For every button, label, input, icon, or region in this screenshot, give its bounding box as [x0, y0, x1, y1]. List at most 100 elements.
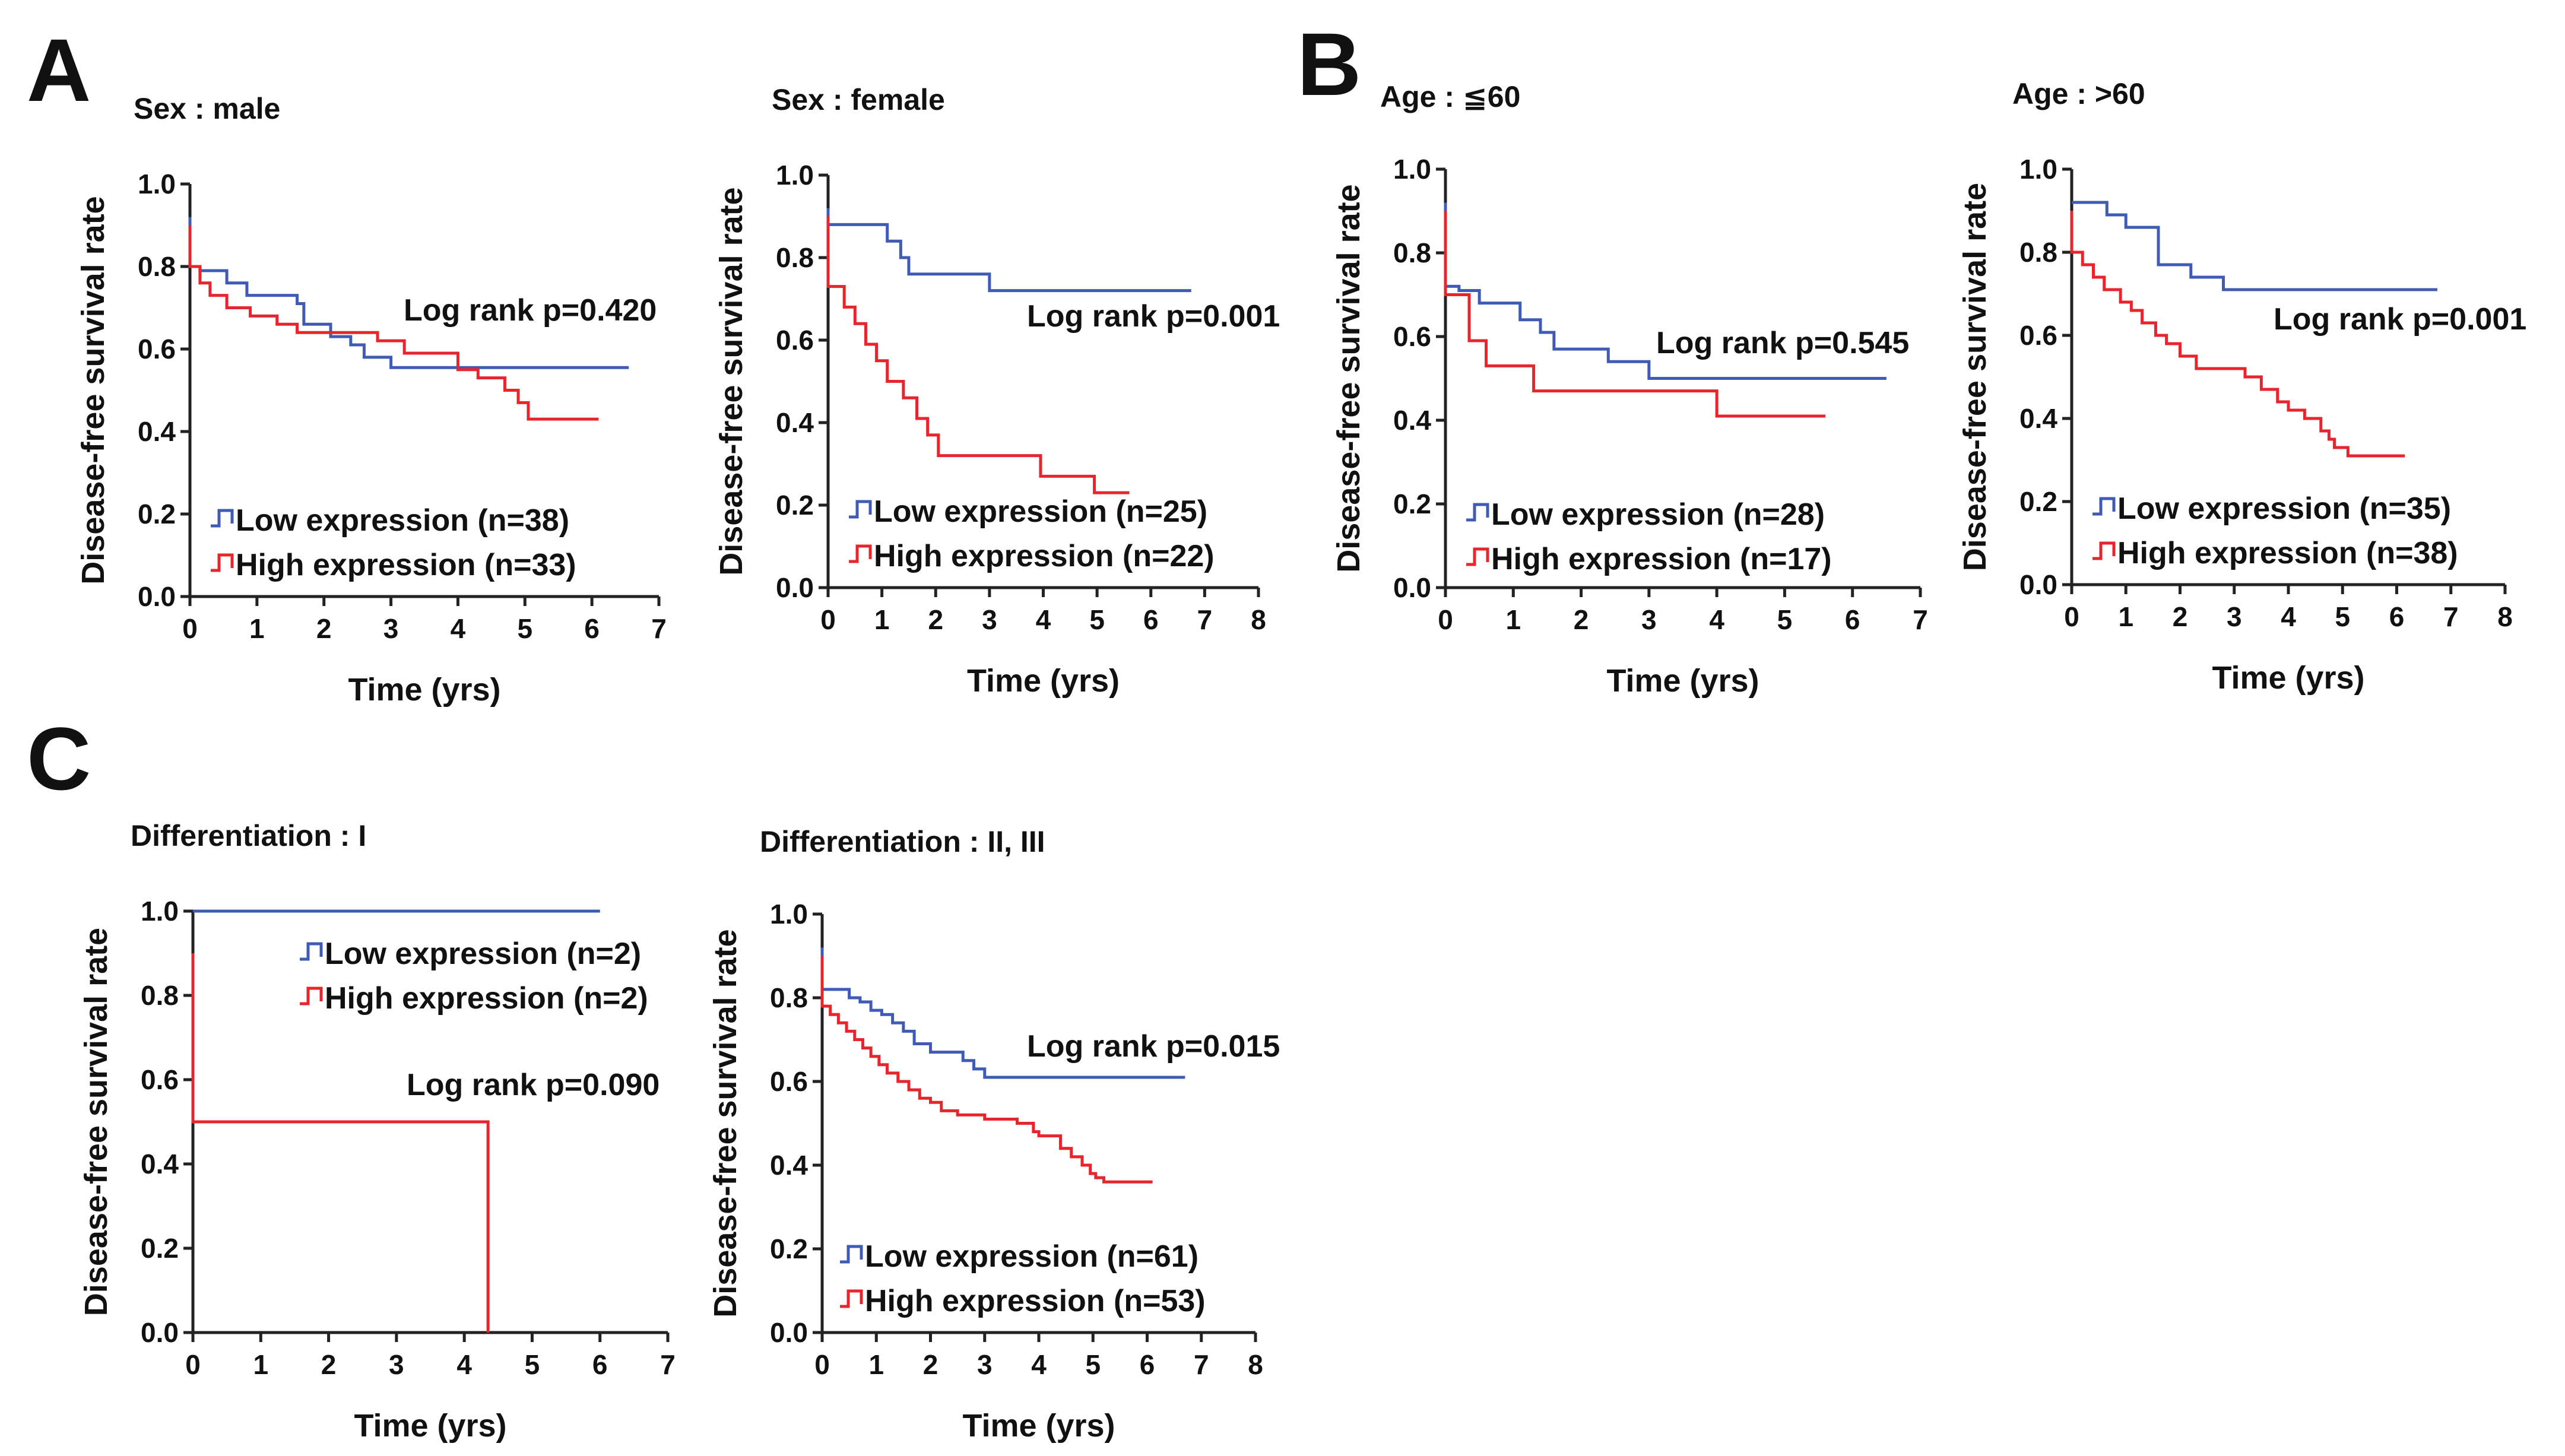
x-axis-title: Time (yrs) [348, 672, 500, 708]
x-tick-label: 7 [1197, 604, 1213, 635]
x-tick-label: 6 [584, 613, 600, 644]
x-tick-label: 3 [2227, 601, 2242, 632]
y-tick-label: 0.8 [770, 982, 808, 1013]
x-tick-label: 6 [1845, 604, 1860, 635]
y-tick-label: 0.4 [770, 1150, 808, 1181]
low-legend-symbol [2092, 497, 2116, 516]
y-tick-label: 0.2 [770, 1233, 808, 1264]
x-tick-label: 0 [2064, 601, 2079, 632]
x-tick-label: 4 [1031, 1349, 1047, 1380]
x-tick-label: 3 [977, 1349, 993, 1380]
high-legend-label: High expression (n=17) [1491, 542, 1832, 576]
y-axis-title: Disease-free survival rate [78, 928, 114, 1316]
chart-title: Age : >60 [2012, 77, 2145, 110]
high-expression-curve [188, 225, 599, 421]
y-tick-label: 0.2 [2019, 486, 2057, 517]
km-plot-5: Differentiation : I 0 1 2 3 4 5 6 7 0.0 0.2 0.4 0.6 0… [78, 819, 676, 1444]
x-tick-label: 4 [1709, 604, 1724, 635]
x-tick-label: 4 [451, 613, 466, 644]
x-tick-label: 6 [592, 1349, 608, 1380]
low-legend-label: Low expression (n=2) [325, 937, 641, 971]
y-tick-label: 0.4 [776, 407, 814, 438]
high-legend-symbol [840, 1289, 863, 1308]
panel-letter-b: B [1297, 14, 1361, 114]
km-plot-2: Sex : female 0 1 2 3 4 5 6 7 8 0.0 0.2 0.4 0.6 0.8 1.0 T… [714, 83, 1280, 699]
km-plot-3: Age : ≦60 0 1 2 3 4 5 6 7 0.0 0.2 0.4 0.6 0.8 1.0 Time … [1331, 80, 1928, 699]
x-tick-label: 8 [1248, 1349, 1263, 1380]
panel-letter-a: A [27, 20, 91, 120]
low-legend-symbol [211, 509, 234, 528]
y-tick-label: 0.4 [2019, 403, 2057, 434]
low-legend-label: Low expression (n=61) [865, 1239, 1199, 1274]
logrank-annotation: Log rank p=0.001 [1027, 299, 1280, 334]
x-tick-label: 6 [1140, 1349, 1155, 1380]
x-tick-label: 1 [1505, 604, 1521, 635]
x-tick-label: 1 [874, 604, 890, 635]
high-expression-curve [820, 956, 1153, 1184]
x-tick-label: 2 [316, 613, 332, 644]
high-expression-curve [1444, 211, 1825, 418]
y-axis-title: Disease-free survival rate [1331, 184, 1366, 572]
x-tick-label: 5 [2335, 601, 2350, 632]
high-legend-symbol [849, 544, 872, 563]
x-tick-label: 8 [2497, 601, 2513, 632]
low-legend-symbol [849, 500, 872, 519]
low-expression-curve [820, 947, 1185, 1079]
x-tick-label: 1 [868, 1349, 884, 1380]
logrank-annotation: Log rank p=0.420 [404, 293, 657, 328]
y-tick-label: 0.2 [1393, 488, 1431, 519]
x-tick-label: 7 [1194, 1349, 1209, 1380]
x-tick-label: 4 [1036, 604, 1051, 635]
y-tick-label: 0.2 [776, 490, 814, 521]
y-tick-label: 1.0 [776, 160, 814, 191]
y-tick-label: 0.0 [2019, 569, 2057, 600]
low-expression-curve [2072, 201, 2437, 291]
x-tick-label: 3 [1641, 604, 1657, 635]
chart-title: Differentiation : II, III [760, 825, 1045, 858]
high-legend-symbol [2092, 541, 2116, 560]
x-tick-label: 7 [2443, 601, 2459, 632]
y-tick-label: 0.8 [141, 980, 179, 1011]
y-tick-label: 0.0 [141, 1317, 179, 1348]
x-axis-title: Time (yrs) [967, 663, 1120, 699]
y-axis-title: Disease-free survival rate [75, 196, 111, 584]
high-legend-label: High expression (n=2) [325, 981, 648, 1016]
low-legend-label: Low expression (n=35) [2117, 491, 2451, 526]
x-tick-label: 1 [249, 613, 265, 644]
x-tick-label: 4 [2281, 601, 2296, 632]
x-tick-label: 6 [2389, 601, 2405, 632]
low-expression-curve [1444, 202, 1887, 380]
y-tick-label: 0.0 [770, 1317, 808, 1348]
x-tick-label: 6 [1143, 604, 1159, 635]
x-tick-label: 5 [517, 613, 532, 644]
x-tick-label: 2 [2173, 601, 2188, 632]
x-tick-label: 0 [182, 613, 198, 644]
x-tick-label: 5 [1085, 1349, 1101, 1380]
x-tick-label: 7 [660, 1349, 676, 1380]
high-legend-label: High expression (n=22) [874, 539, 1215, 573]
low-legend-label: Low expression (n=28) [1491, 497, 1825, 532]
high-expression-curve [191, 953, 490, 1333]
y-tick-label: 0.4 [1393, 405, 1431, 436]
y-tick-label: 0.0 [776, 572, 814, 603]
y-tick-label: 0.8 [138, 251, 176, 282]
x-tick-label: 7 [1913, 604, 1928, 635]
y-axis-title: Disease-free survival rate [708, 929, 743, 1317]
panel-letter-c: C [27, 709, 91, 808]
low-legend-symbol [300, 942, 323, 961]
y-tick-label: 0.0 [1393, 572, 1431, 603]
x-axis-title: Time (yrs) [1606, 663, 1759, 699]
high-legend-label: High expression (n=38) [2117, 536, 2458, 570]
y-tick-label: 0.6 [141, 1064, 179, 1095]
x-tick-label: 2 [321, 1349, 337, 1380]
x-tick-label: 5 [525, 1349, 540, 1380]
y-tick-label: 0.8 [776, 242, 814, 273]
logrank-annotation: Log rank p=0.015 [1027, 1029, 1280, 1064]
y-tick-label: 0.8 [1393, 237, 1431, 268]
x-axis-title: Time (yrs) [962, 1408, 1115, 1444]
chart-title: Sex : male [134, 92, 280, 125]
high-expression-curve [2070, 211, 2405, 458]
low-expression-curve [826, 208, 1191, 293]
low-legend-label: Low expression (n=25) [874, 494, 1207, 529]
y-tick-label: 0.6 [1393, 321, 1431, 352]
